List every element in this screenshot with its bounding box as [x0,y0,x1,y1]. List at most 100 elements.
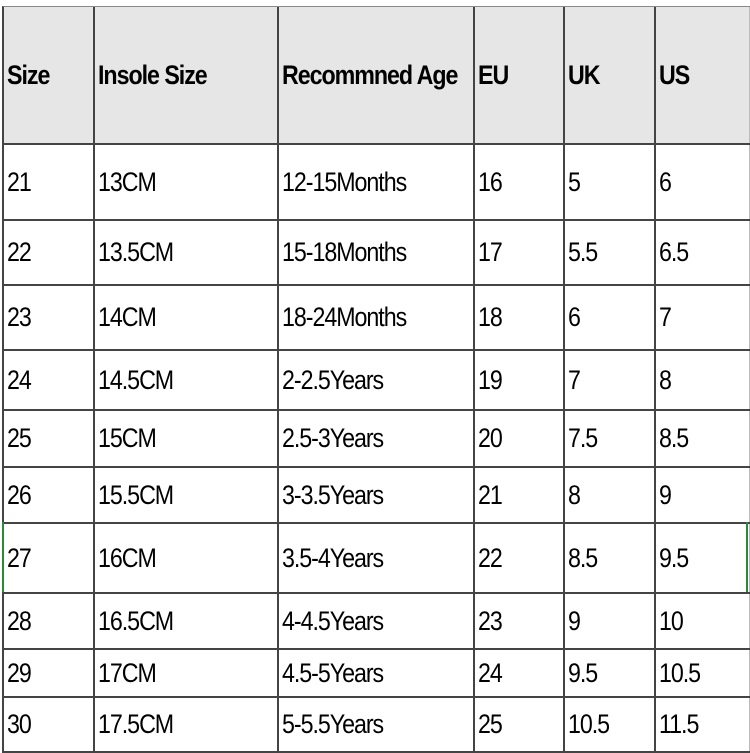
header-label: US [659,59,690,90]
table-row: 23 14CM 18-24Months 18 6 7 [4,286,750,351]
table-cell[interactable]: 27 [4,524,95,592]
table-cell[interactable]: 11.5 [656,698,750,751]
table-row: 30 17.5CM 5-5.5Years 25 10.5 11.5 [4,698,750,753]
table-cell[interactable]: 3.5-4Years [279,524,475,592]
header-cell-insole-size[interactable]: Insole Size [95,7,279,143]
table-cell[interactable]: 16.5CM [95,594,279,648]
table-cell[interactable]: 29 [4,650,95,696]
header-label: Insole Size [98,59,208,90]
table-cell[interactable]: 8.5 [656,411,750,466]
table-cell[interactable]: 9.5 [565,650,656,696]
table-cell[interactable]: 10.5 [565,698,656,751]
header-label: UK [568,59,601,90]
table-cell[interactable]: 10.5 [656,650,750,696]
table-cell[interactable]: 4.5-5Years [279,650,475,696]
table-cell[interactable]: 14.5CM [95,351,279,409]
table-cell[interactable]: 17 [475,221,565,284]
table-cell[interactable]: 5 [565,145,656,219]
table-cell[interactable]: 30 [4,698,95,751]
table-cell[interactable]: 13.5CM [95,221,279,284]
table-cell[interactable]: 6 [656,145,750,219]
header-label: EU [478,59,509,90]
cell-value: 3.5-4Years [282,542,384,573]
table-cell[interactable]: 24 [475,650,565,696]
cell-value: 6.5 [659,237,689,267]
table-cell[interactable]: 7 [565,351,656,409]
header-cell-uk[interactable]: UK [565,7,656,143]
table-cell[interactable]: 12-15Months [279,145,475,219]
table-cell[interactable]: 6 [565,286,656,349]
cell-value: 4-4.5Years [282,605,384,636]
table-cell[interactable]: 25 [4,411,95,466]
table-cell[interactable]: 19 [475,351,565,409]
cell-value: 9 [659,479,672,510]
cell-value: 6 [568,302,581,332]
table-cell[interactable]: 18-24Months [279,286,475,349]
table-cell[interactable]: 15CM [95,411,279,466]
table-cell[interactable]: 22 [4,221,95,284]
table-cell[interactable]: 24 [4,351,95,409]
table-cell[interactable]: 21 [475,468,565,522]
cell-value: 8.5 [568,542,598,573]
cell-value: 25 [7,423,32,453]
header-cell-eu[interactable]: EU [475,7,565,143]
table-cell[interactable]: 6.5 [656,221,750,284]
cell-value: 8.5 [659,423,689,453]
cell-value: 30 [7,709,32,739]
selection-border-right [746,522,748,592]
header-label: Recommned Age [282,59,458,90]
size-chart-table: Size Insole Size Recommned Age EU UK US … [2,6,750,753]
table-cell[interactable]: 15.5CM [95,468,279,522]
header-row: Size Insole Size Recommned Age EU UK US [4,7,750,145]
table-cell[interactable]: 2.5-3Years [279,411,475,466]
table-cell[interactable]: 7 [656,286,750,349]
cell-value: 9.5 [568,657,598,688]
table-cell[interactable]: 18 [475,286,565,349]
cell-value: 22 [7,237,32,267]
cell-value: 10.5 [568,709,610,739]
table-cell[interactable]: 23 [4,286,95,349]
cell-value: 5.5 [568,237,598,267]
table-cell[interactable]: 16CM [95,524,279,592]
table-cell[interactable]: 28 [4,594,95,648]
table-cell[interactable]: 22 [475,524,565,592]
cell-value: 14CM [98,302,157,332]
table-cell[interactable]: 5-5.5Years [279,698,475,751]
header-cell-recommended-age[interactable]: Recommned Age [279,7,475,143]
table-cell[interactable]: 9 [656,468,750,522]
table-cell[interactable]: 2-2.5Years [279,351,475,409]
table-cell[interactable]: 3-3.5Years [279,468,475,522]
table-cell[interactable]: 17.5CM [95,698,279,751]
table-cell[interactable]: 10 [656,594,750,648]
table-cell[interactable]: 20 [475,411,565,466]
header-cell-size[interactable]: Size [4,7,95,143]
table-cell[interactable]: 14CM [95,286,279,349]
table-cell[interactable]: 8 [656,351,750,409]
table-cell[interactable]: 13CM [95,145,279,219]
cell-value: 2-2.5Years [282,364,384,395]
table-cell[interactable]: 5.5 [565,221,656,284]
table-cell[interactable]: 8 [565,468,656,522]
table-cell[interactable]: 26 [4,468,95,522]
table-cell[interactable]: 23 [475,594,565,648]
table-row: 28 16.5CM 4-4.5Years 23 9 10 [4,594,750,650]
table-cell[interactable]: 21 [4,145,95,219]
cell-value: 18-24Months [282,302,407,332]
table-cell[interactable]: 15-18Months [279,221,475,284]
cell-value: 5-5.5Years [282,709,384,739]
table-cell[interactable]: 9 [565,594,656,648]
header-label: Size [7,59,50,90]
table-cell[interactable]: 4-4.5Years [279,594,475,648]
table-cell[interactable]: 17CM [95,650,279,696]
cell-value: 9.5 [659,542,689,573]
table-cell[interactable]: 16 [475,145,565,219]
table-cell[interactable]: 8.5 [565,524,656,592]
table-cell[interactable]: 9.5 [656,524,750,592]
cell-value: 25 [478,709,503,739]
cell-value: 23 [478,605,503,636]
table-cell[interactable]: 25 [475,698,565,751]
cell-value: 7 [568,364,581,395]
table-cell[interactable]: 7.5 [565,411,656,466]
header-cell-us[interactable]: US [656,7,750,143]
